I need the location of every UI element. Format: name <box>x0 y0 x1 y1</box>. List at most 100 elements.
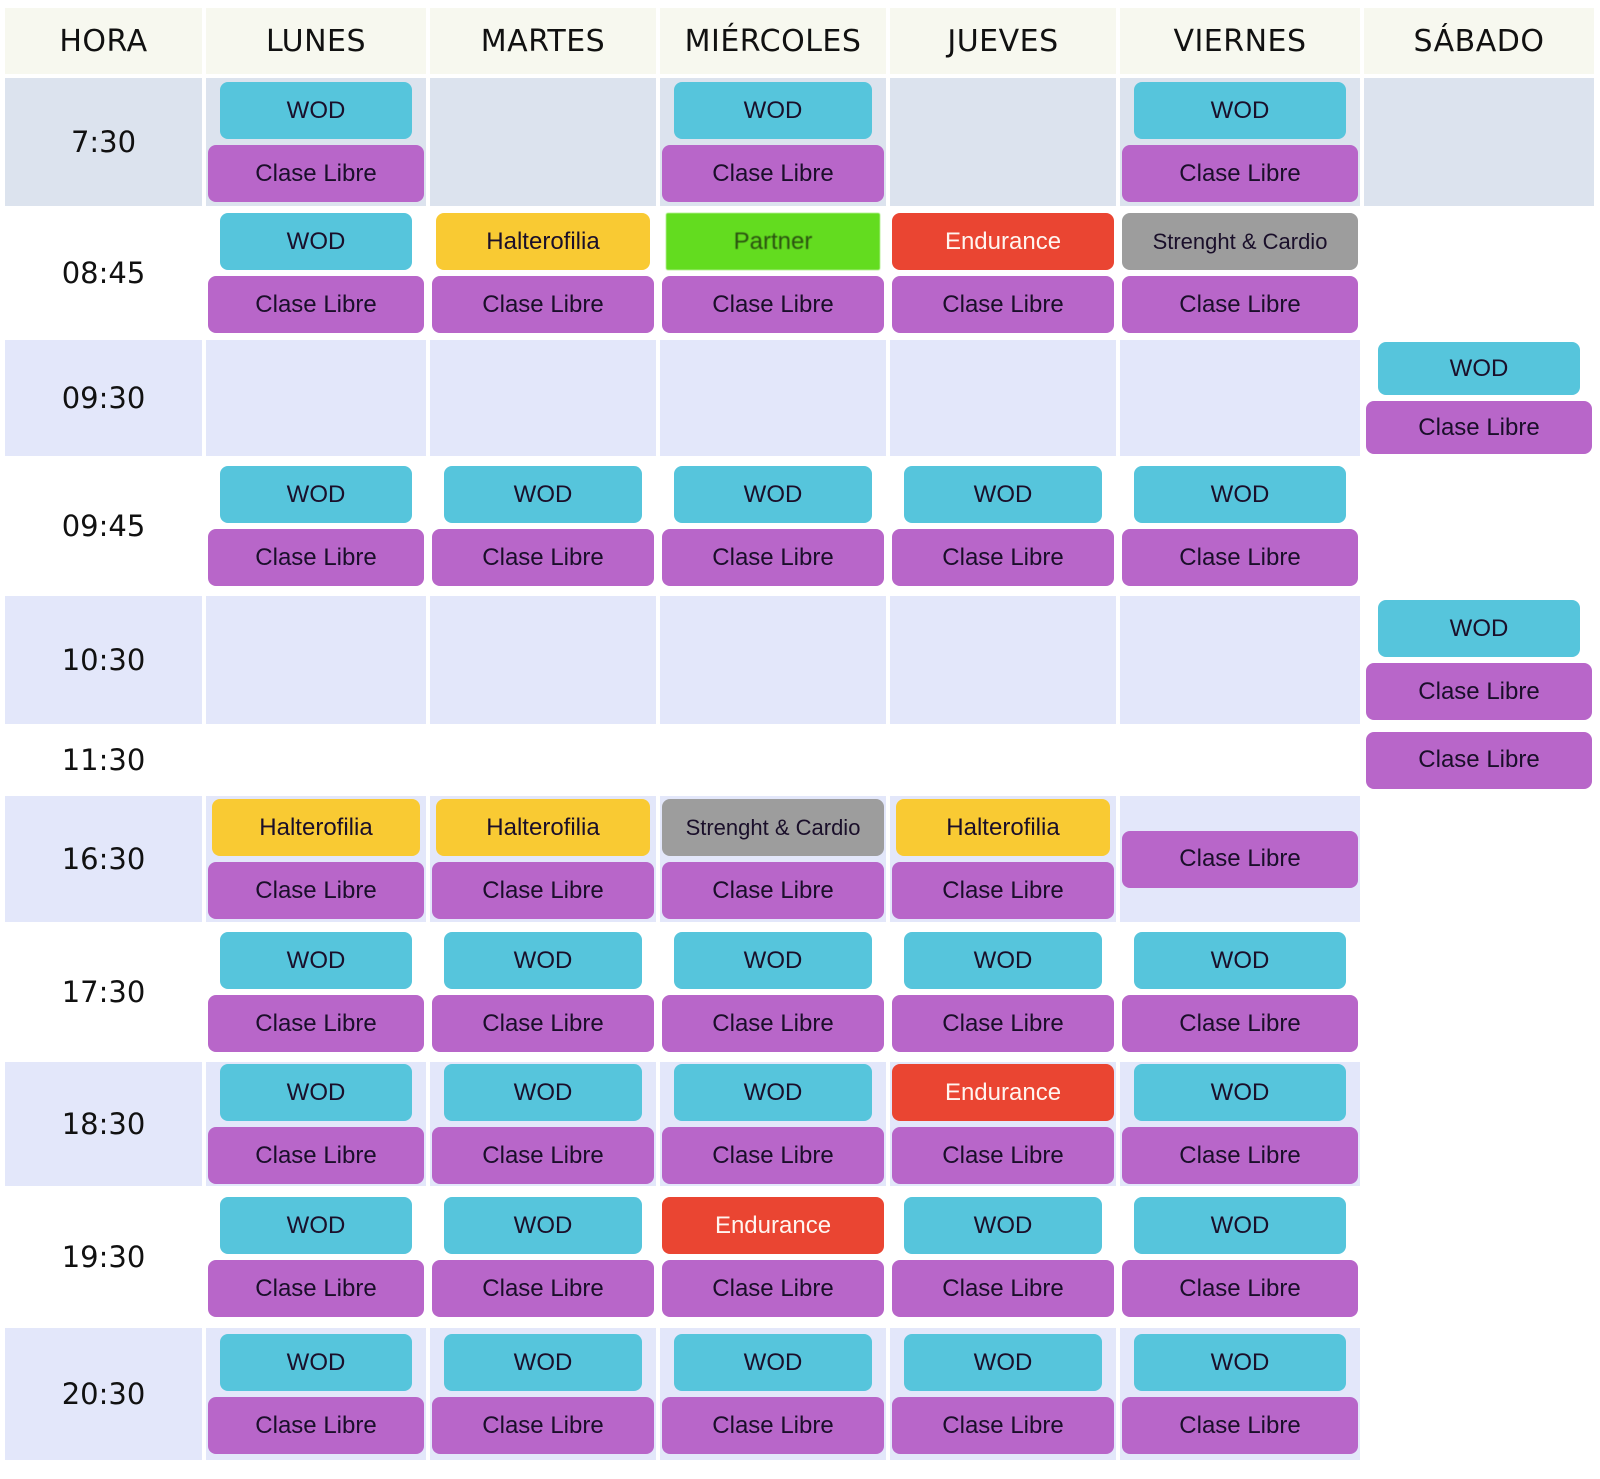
class-wod[interactable]: WOD <box>444 1197 642 1254</box>
class-halt[interactable]: Halterofilia <box>436 799 650 856</box>
class-libre[interactable]: Clase Libre <box>662 276 884 333</box>
class-wod[interactable]: WOD <box>1378 600 1580 657</box>
class-wod[interactable]: WOD <box>674 1334 872 1391</box>
class-libre[interactable]: Clase Libre <box>662 145 884 202</box>
class-sc[interactable]: Strenght & Cardio <box>1122 213 1358 270</box>
class-libre[interactable]: Clase Libre <box>662 1260 884 1317</box>
class-libre[interactable]: Clase Libre <box>662 529 884 586</box>
time-label: 20:30 <box>5 1328 202 1460</box>
class-libre[interactable]: Clase Libre <box>892 1397 1114 1454</box>
class-libre[interactable]: Clase Libre <box>208 529 424 586</box>
class-libre[interactable]: Clase Libre <box>892 276 1114 333</box>
class-libre[interactable]: Clase Libre <box>662 1127 884 1184</box>
class-libre[interactable]: Clase Libre <box>208 1127 424 1184</box>
class-libre[interactable]: Clase Libre <box>208 862 424 919</box>
class-wod[interactable]: WOD <box>904 1197 1102 1254</box>
class-libre[interactable]: Clase Libre <box>1122 1397 1358 1454</box>
class-endurance[interactable]: Endurance <box>892 213 1114 270</box>
class-wod[interactable]: WOD <box>674 1064 872 1121</box>
class-wod[interactable]: WOD <box>674 82 872 139</box>
class-partner[interactable]: Partner <box>666 213 880 270</box>
class-wod[interactable]: WOD <box>674 466 872 523</box>
class-wod[interactable]: WOD <box>220 213 412 270</box>
class-wod[interactable]: WOD <box>1134 1334 1346 1391</box>
header-day-viernes: VIERNES <box>1120 8 1360 74</box>
cell-martes <box>430 78 656 206</box>
class-libre[interactable]: Clase Libre <box>662 1397 884 1454</box>
class-wod[interactable]: WOD <box>904 932 1102 989</box>
class-endurance[interactable]: Endurance <box>662 1197 884 1254</box>
class-wod[interactable]: WOD <box>220 82 412 139</box>
class-wod[interactable]: WOD <box>904 1334 1102 1391</box>
class-libre[interactable]: Clase Libre <box>432 276 654 333</box>
cell-viernes: WOD Clase Libre <box>1120 1190 1360 1324</box>
class-libre[interactable]: Clase Libre <box>892 1127 1114 1184</box>
header-hora: HORA <box>5 8 202 74</box>
class-libre[interactable]: Clase Libre <box>432 1127 654 1184</box>
class-libre[interactable]: Clase Libre <box>1366 663 1592 720</box>
class-wod[interactable]: WOD <box>220 932 412 989</box>
time-label: 18:30 <box>5 1062 202 1186</box>
class-wod[interactable]: WOD <box>220 1064 412 1121</box>
class-halt[interactable]: Halterofilia <box>212 799 420 856</box>
class-libre[interactable]: Clase Libre <box>432 862 654 919</box>
class-wod[interactable]: WOD <box>1134 466 1346 523</box>
class-libre[interactable]: Clase Libre <box>892 529 1114 586</box>
class-wod[interactable]: WOD <box>444 1064 642 1121</box>
cell-jueves: Halterofilia Clase Libre <box>890 796 1116 922</box>
class-libre[interactable]: Clase Libre <box>208 145 424 202</box>
class-libre[interactable]: Clase Libre <box>892 995 1114 1052</box>
cell-martes: Halterofilia Clase Libre <box>430 210 656 336</box>
class-libre[interactable]: Clase Libre <box>662 995 884 1052</box>
class-libre[interactable]: Clase Libre <box>432 995 654 1052</box>
class-libre[interactable]: Clase Libre <box>892 1260 1114 1317</box>
time-label: 09:30 <box>5 340 202 456</box>
class-halt[interactable]: Halterofilia <box>896 799 1110 856</box>
cell-martes <box>430 340 656 456</box>
cell-lunes: WOD Clase Libre <box>206 1328 426 1460</box>
class-wod[interactable]: WOD <box>904 466 1102 523</box>
class-libre[interactable]: Clase Libre <box>1122 830 1358 888</box>
class-libre[interactable]: Clase Libre <box>1122 1260 1358 1317</box>
class-libre[interactable]: Clase Libre <box>432 1260 654 1317</box>
class-wod[interactable]: WOD <box>444 932 642 989</box>
cell-viernes: WOD Clase Libre <box>1120 460 1360 592</box>
class-libre[interactable]: Clase Libre <box>892 862 1114 919</box>
class-libre[interactable]: Clase Libre <box>1122 529 1358 586</box>
class-wod[interactable]: WOD <box>1134 1064 1346 1121</box>
class-libre[interactable]: Clase Libre <box>432 529 654 586</box>
class-libre[interactable]: Clase Libre <box>1122 995 1358 1052</box>
class-libre[interactable]: Clase Libre <box>1366 401 1592 454</box>
class-libre[interactable]: Clase Libre <box>1122 1127 1358 1184</box>
cell-jueves: WOD Clase Libre <box>890 1190 1116 1324</box>
cell-viernes <box>1120 340 1360 456</box>
class-halt[interactable]: Halterofilia <box>436 213 650 270</box>
class-libre[interactable]: Clase Libre <box>1366 731 1592 789</box>
class-wod[interactable]: WOD <box>220 1197 412 1254</box>
class-wod[interactable]: WOD <box>1134 1197 1346 1254</box>
class-wod[interactable]: WOD <box>674 932 872 989</box>
class-libre[interactable]: Clase Libre <box>208 1397 424 1454</box>
cell-martes: Halterofilia Clase Libre <box>430 796 656 922</box>
class-wod[interactable]: WOD <box>1134 932 1346 989</box>
cell-lunes: WOD Clase Libre <box>206 210 426 336</box>
class-libre[interactable]: Clase Libre <box>432 1397 654 1454</box>
class-libre[interactable]: Clase Libre <box>662 862 884 919</box>
cell-miercoles <box>660 596 886 724</box>
class-libre[interactable]: Clase Libre <box>208 276 424 333</box>
class-libre[interactable]: Clase Libre <box>208 995 424 1052</box>
class-wod[interactable]: WOD <box>220 1334 412 1391</box>
class-wod[interactable]: WOD <box>444 1334 642 1391</box>
class-libre[interactable]: Clase Libre <box>1122 276 1358 333</box>
class-wod[interactable]: WOD <box>1134 82 1346 139</box>
class-endurance[interactable]: Endurance <box>892 1064 1114 1121</box>
class-libre[interactable]: Clase Libre <box>1122 145 1358 202</box>
class-wod[interactable]: WOD <box>1378 342 1580 395</box>
cell-viernes: Clase Libre <box>1120 796 1360 922</box>
class-libre[interactable]: Clase Libre <box>208 1260 424 1317</box>
time-label: 08:45 <box>61 256 146 290</box>
class-wod[interactable]: WOD <box>220 466 412 523</box>
class-wod[interactable]: WOD <box>444 466 642 523</box>
cell-lunes: WOD Clase Libre <box>206 926 426 1058</box>
class-sc[interactable]: Strenght & Cardio <box>662 799 884 856</box>
